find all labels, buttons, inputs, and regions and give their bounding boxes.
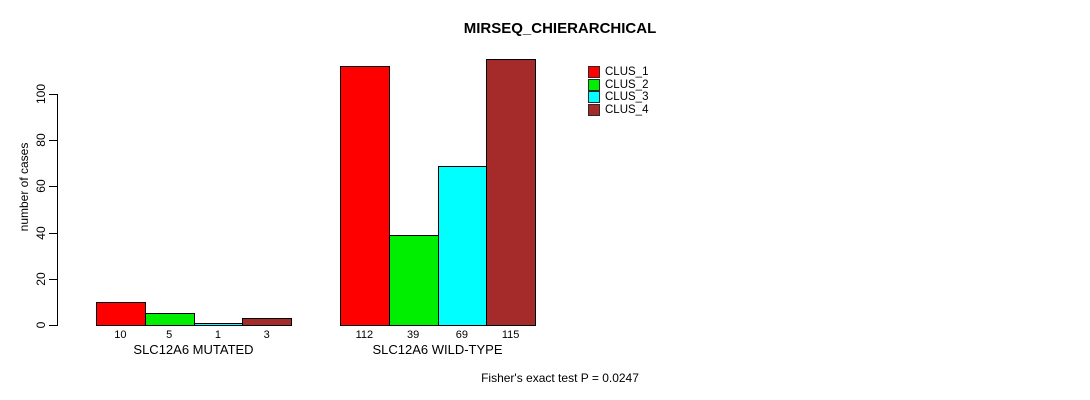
legend-label: CLUS_1 bbox=[605, 66, 649, 78]
bar-value-label: 3 bbox=[263, 329, 270, 341]
y-tick-mark bbox=[49, 94, 57, 95]
legend-label: CLUS_3 bbox=[605, 91, 649, 104]
y-axis-label: number of cases bbox=[17, 142, 31, 232]
legend-swatch-clus_2 bbox=[588, 78, 600, 91]
y-tick-mark bbox=[49, 186, 57, 188]
bar-value-label: 115 bbox=[501, 329, 520, 341]
bar-value-label: 10 bbox=[114, 329, 127, 341]
legend-swatch-clus_3 bbox=[588, 91, 600, 104]
legend-label: CLUS_4 bbox=[605, 104, 649, 117]
y-tick-label: 100 bbox=[34, 83, 48, 105]
y-tick-mark bbox=[49, 140, 57, 142]
bar-clus_2-group1 bbox=[144, 313, 195, 326]
y-tick-label: 0 bbox=[34, 321, 48, 329]
bar-clus_3-group2 bbox=[437, 165, 488, 326]
y-tick-mark bbox=[49, 232, 57, 234]
y-axis-line bbox=[57, 94, 58, 326]
chart-title: MIRSEQ_CHIERARCHICAL bbox=[463, 20, 657, 37]
bar-clus_3-group1 bbox=[193, 322, 244, 326]
bar-value-label: 69 bbox=[455, 329, 468, 341]
bar-value-label: 5 bbox=[166, 329, 173, 341]
y-tick-label: 40 bbox=[34, 225, 48, 240]
bar-value-label: 112 bbox=[355, 329, 374, 341]
group-label: SLC12A6 WILD-TYPE bbox=[372, 342, 503, 357]
bar-clus_2-group2 bbox=[388, 234, 439, 326]
y-tick-label: 80 bbox=[34, 133, 48, 147]
y-tick-label: 20 bbox=[34, 272, 48, 286]
legend-label: CLUS_2 bbox=[605, 78, 649, 91]
bar-value-label: 1 bbox=[214, 329, 221, 341]
bar-value-label: 39 bbox=[407, 329, 420, 341]
y-tick-mark bbox=[49, 325, 57, 326]
group-label: SLC12A6 MUTATED bbox=[133, 342, 254, 357]
bar-clus_1-group2 bbox=[340, 66, 390, 326]
bar-clus_4-group1 bbox=[242, 318, 292, 326]
bar-clus_4-group2 bbox=[486, 59, 536, 326]
legend-swatch-clus_4 bbox=[588, 104, 600, 117]
bar-clus_1-group1 bbox=[96, 301, 146, 326]
y-tick-mark bbox=[49, 278, 57, 280]
annotation-fisher-test: Fisher's exact test P = 0.0247 bbox=[481, 371, 639, 385]
legend-swatch-clus_1 bbox=[588, 66, 600, 78]
y-tick-label: 60 bbox=[34, 179, 48, 194]
